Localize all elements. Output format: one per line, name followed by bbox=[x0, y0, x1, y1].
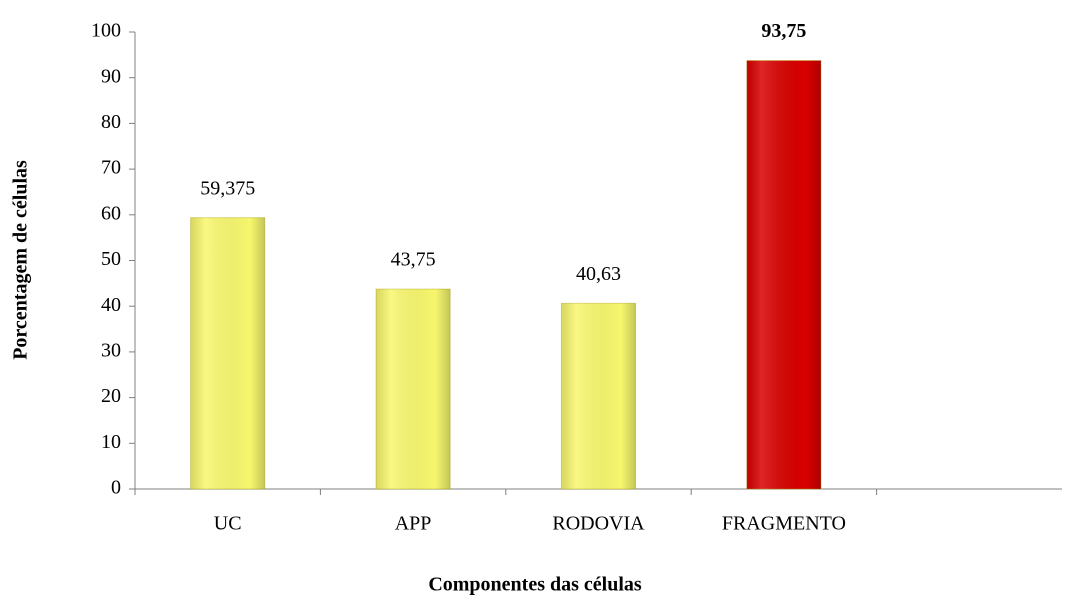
data-label: 43,75 bbox=[391, 249, 436, 271]
data-label: 40,63 bbox=[576, 263, 621, 285]
y-axis-title: Porcentagem de células bbox=[10, 160, 32, 360]
x-tick-label: APP bbox=[395, 513, 432, 535]
x-tick-label: RODOVIA bbox=[552, 513, 645, 535]
y-tick-label: 60 bbox=[101, 202, 121, 224]
bar-shade bbox=[190, 217, 265, 489]
y-tick-label: 80 bbox=[101, 111, 121, 133]
y-tick-label: 100 bbox=[91, 20, 121, 42]
y-tick-label: 40 bbox=[101, 294, 121, 316]
x-tick-label: UC bbox=[214, 513, 242, 535]
bar-shade bbox=[746, 60, 821, 489]
y-tick-label: 10 bbox=[101, 431, 121, 453]
y-tick-label: 70 bbox=[101, 157, 121, 179]
y-tick-label: 20 bbox=[101, 385, 121, 407]
y-tick-label: 50 bbox=[101, 248, 121, 270]
y-tick-label: 30 bbox=[101, 339, 121, 361]
x-axis-title: Componentes das células bbox=[428, 574, 642, 596]
bar-shade bbox=[376, 289, 451, 489]
y-tick-label: 0 bbox=[111, 477, 121, 499]
data-label: 59,375 bbox=[200, 177, 255, 199]
bar-shade bbox=[561, 303, 636, 489]
x-tick-label: FRAGMENTO bbox=[722, 513, 846, 535]
y-tick-label: 90 bbox=[101, 65, 121, 87]
data-label: 93,75 bbox=[761, 20, 806, 42]
